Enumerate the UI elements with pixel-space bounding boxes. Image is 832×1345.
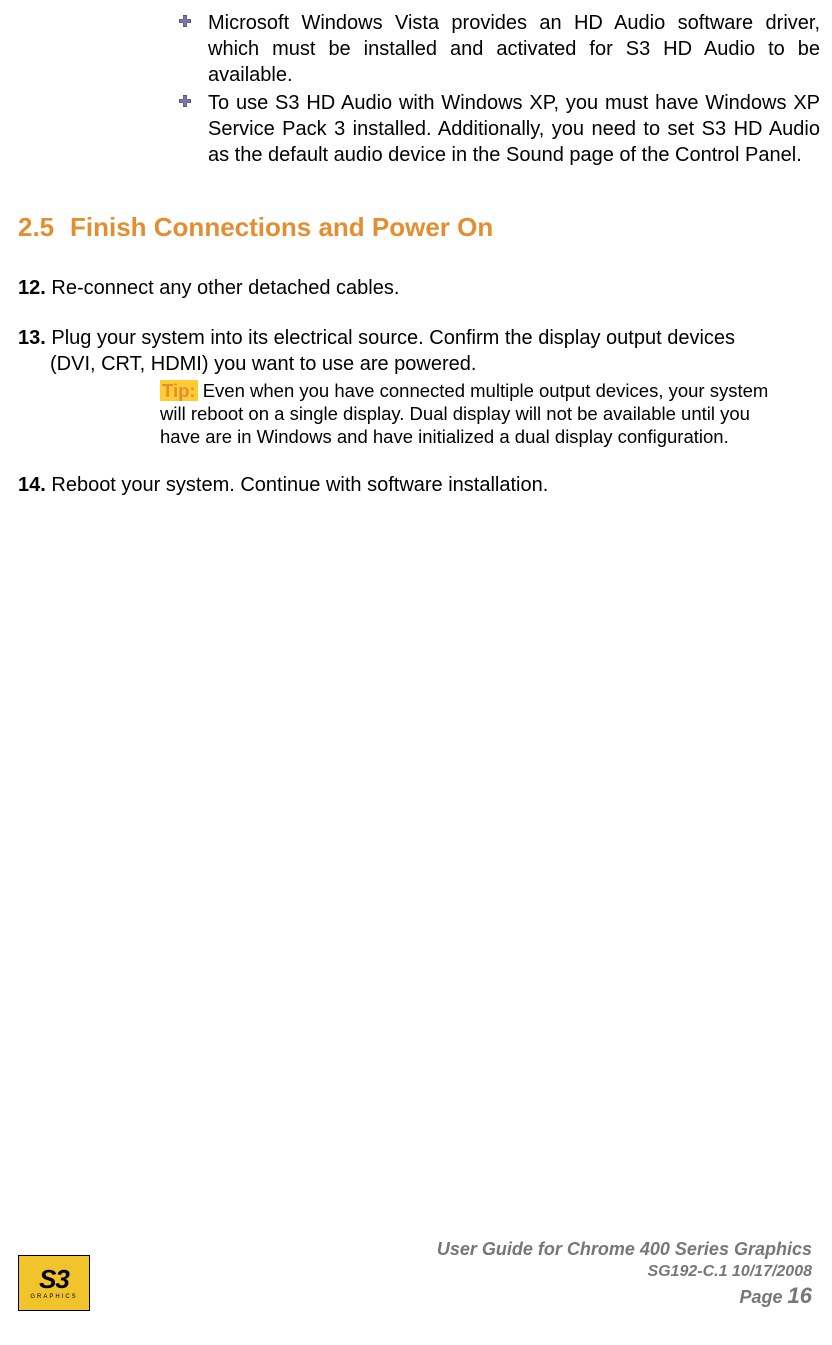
- logo-text-bottom: GRAPHICS: [30, 1294, 77, 1300]
- page-number: 16: [788, 1283, 812, 1308]
- bullet-item: Microsoft Windows Vista provides an HD A…: [178, 10, 820, 88]
- step-number: 12.: [18, 277, 46, 299]
- steps-list: 12. Re-connect any other detached cables…: [18, 275, 822, 498]
- section-number: 2.5: [18, 212, 70, 243]
- section-title: Finish Connections and Power On: [70, 212, 493, 242]
- tip-label: Tip:: [160, 380, 198, 401]
- section-heading: 2.5Finish Connections and Power On: [18, 212, 822, 243]
- bullet-text: To use S3 HD Audio with Windows XP, you …: [208, 90, 820, 168]
- footer-text: User Guide for Chrome 400 Series Graphic…: [437, 1238, 812, 1311]
- footer-title: User Guide for Chrome 400 Series Graphic…: [437, 1238, 812, 1261]
- bullet-item: To use S3 HD Audio with Windows XP, you …: [178, 90, 820, 168]
- step-12: 12. Re-connect any other detached cables…: [18, 275, 820, 301]
- step-number: 13.: [18, 327, 46, 349]
- tip-block: Tip: Even when you have connected multip…: [160, 379, 792, 448]
- footer-page: Page 16: [437, 1282, 812, 1311]
- logo-text-top: S3: [39, 1266, 69, 1292]
- plus-bullet-icon: [178, 14, 192, 28]
- step-text: Reboot your system. Continue with softwa…: [51, 474, 548, 496]
- plus-bullet-icon: [178, 94, 192, 108]
- step-text: Re-connect any other detached cables.: [51, 277, 399, 299]
- document-page: Microsoft Windows Vista provides an HD A…: [0, 10, 832, 1345]
- tip-text: Even when you have connected multiple ou…: [160, 380, 768, 447]
- s3-logo: S3 GRAPHICS: [18, 1255, 90, 1311]
- step-14: 14. Reboot your system. Continue with so…: [18, 472, 820, 498]
- page-label: Page: [739, 1287, 787, 1307]
- step-text-line2: (DVI, CRT, HDMI) you want to use are pow…: [50, 353, 476, 375]
- bullet-text: Microsoft Windows Vista provides an HD A…: [208, 10, 820, 88]
- step-13: 13. Plug your system into its electrical…: [18, 325, 820, 448]
- step-text-line1: Plug your system into its electrical sou…: [51, 327, 735, 349]
- bullet-list: Microsoft Windows Vista provides an HD A…: [178, 10, 820, 168]
- step-number: 14.: [18, 474, 46, 496]
- footer-docinfo: SG192-C.1 10/17/2008: [437, 1262, 812, 1283]
- page-footer: S3 GRAPHICS User Guide for Chrome 400 Se…: [18, 1238, 812, 1311]
